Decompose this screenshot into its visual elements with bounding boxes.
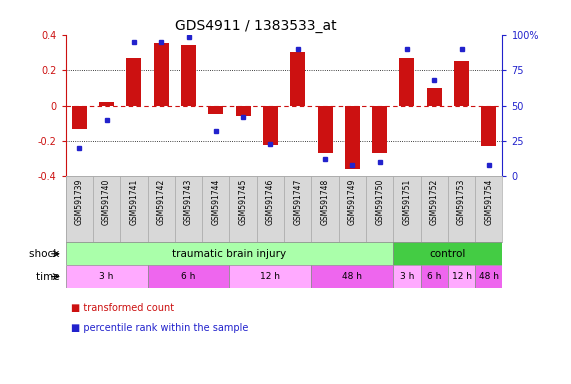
Bar bbox=[366, 177, 393, 242]
Text: 48 h: 48 h bbox=[479, 272, 499, 281]
Text: GSM591746: GSM591746 bbox=[266, 179, 275, 225]
Bar bbox=[181, 45, 196, 106]
Bar bbox=[175, 177, 202, 242]
Text: GSM591740: GSM591740 bbox=[102, 179, 111, 225]
Bar bbox=[339, 177, 366, 242]
Text: GSM591752: GSM591752 bbox=[430, 179, 439, 225]
Bar bbox=[202, 177, 230, 242]
Text: GSM591739: GSM591739 bbox=[75, 179, 84, 225]
Bar bbox=[284, 177, 311, 242]
Text: GSM591753: GSM591753 bbox=[457, 179, 466, 225]
Text: 6 h: 6 h bbox=[427, 272, 441, 281]
Bar bbox=[393, 265, 421, 288]
Bar bbox=[66, 177, 93, 242]
Bar bbox=[147, 265, 230, 288]
Text: control: control bbox=[430, 249, 466, 259]
Bar bbox=[230, 177, 257, 242]
Bar bbox=[72, 106, 87, 129]
Bar bbox=[427, 88, 442, 106]
Bar bbox=[345, 106, 360, 169]
Text: GSM591748: GSM591748 bbox=[320, 179, 329, 225]
Text: GSM591743: GSM591743 bbox=[184, 179, 193, 225]
Text: GDS4911 / 1383533_at: GDS4911 / 1383533_at bbox=[175, 19, 336, 33]
Bar bbox=[120, 177, 147, 242]
Text: GSM591751: GSM591751 bbox=[403, 179, 412, 225]
Text: traumatic brain injury: traumatic brain injury bbox=[172, 249, 287, 259]
Text: 12 h: 12 h bbox=[260, 272, 280, 281]
Text: GSM591741: GSM591741 bbox=[130, 179, 138, 225]
Bar bbox=[290, 52, 305, 106]
Bar bbox=[481, 106, 496, 146]
Text: GSM591749: GSM591749 bbox=[348, 179, 357, 225]
Bar bbox=[257, 177, 284, 242]
Bar bbox=[311, 265, 393, 288]
Text: ■ transformed count: ■ transformed count bbox=[71, 303, 175, 313]
Bar bbox=[393, 177, 421, 242]
Bar bbox=[421, 265, 448, 288]
Bar bbox=[66, 242, 393, 265]
Text: shock: shock bbox=[29, 249, 63, 259]
Bar bbox=[208, 106, 223, 114]
Text: GSM591750: GSM591750 bbox=[375, 179, 384, 225]
Bar bbox=[400, 58, 415, 106]
Bar bbox=[126, 58, 142, 106]
Text: ■ percentile rank within the sample: ■ percentile rank within the sample bbox=[71, 323, 249, 333]
Bar bbox=[454, 61, 469, 106]
Bar bbox=[147, 177, 175, 242]
Text: 12 h: 12 h bbox=[452, 272, 472, 281]
Bar bbox=[99, 102, 114, 106]
Bar bbox=[66, 265, 147, 288]
Text: GSM591744: GSM591744 bbox=[211, 179, 220, 225]
Bar bbox=[475, 177, 502, 242]
Text: 3 h: 3 h bbox=[400, 272, 414, 281]
Bar bbox=[421, 177, 448, 242]
Text: GSM591742: GSM591742 bbox=[156, 179, 166, 225]
Text: GSM591754: GSM591754 bbox=[484, 179, 493, 225]
Bar bbox=[372, 106, 387, 154]
Bar bbox=[236, 106, 251, 116]
Bar bbox=[154, 43, 168, 106]
Text: time: time bbox=[36, 271, 63, 281]
Bar bbox=[448, 177, 475, 242]
Bar bbox=[317, 106, 332, 154]
Bar bbox=[393, 242, 502, 265]
Text: 3 h: 3 h bbox=[99, 272, 114, 281]
Text: 48 h: 48 h bbox=[343, 272, 363, 281]
Text: GSM591745: GSM591745 bbox=[239, 179, 248, 225]
Bar bbox=[93, 177, 120, 242]
Bar bbox=[475, 265, 502, 288]
Bar bbox=[448, 265, 475, 288]
Bar bbox=[311, 177, 339, 242]
Bar bbox=[263, 106, 278, 144]
Text: GSM591747: GSM591747 bbox=[293, 179, 302, 225]
Bar bbox=[230, 265, 311, 288]
Text: 6 h: 6 h bbox=[182, 272, 196, 281]
